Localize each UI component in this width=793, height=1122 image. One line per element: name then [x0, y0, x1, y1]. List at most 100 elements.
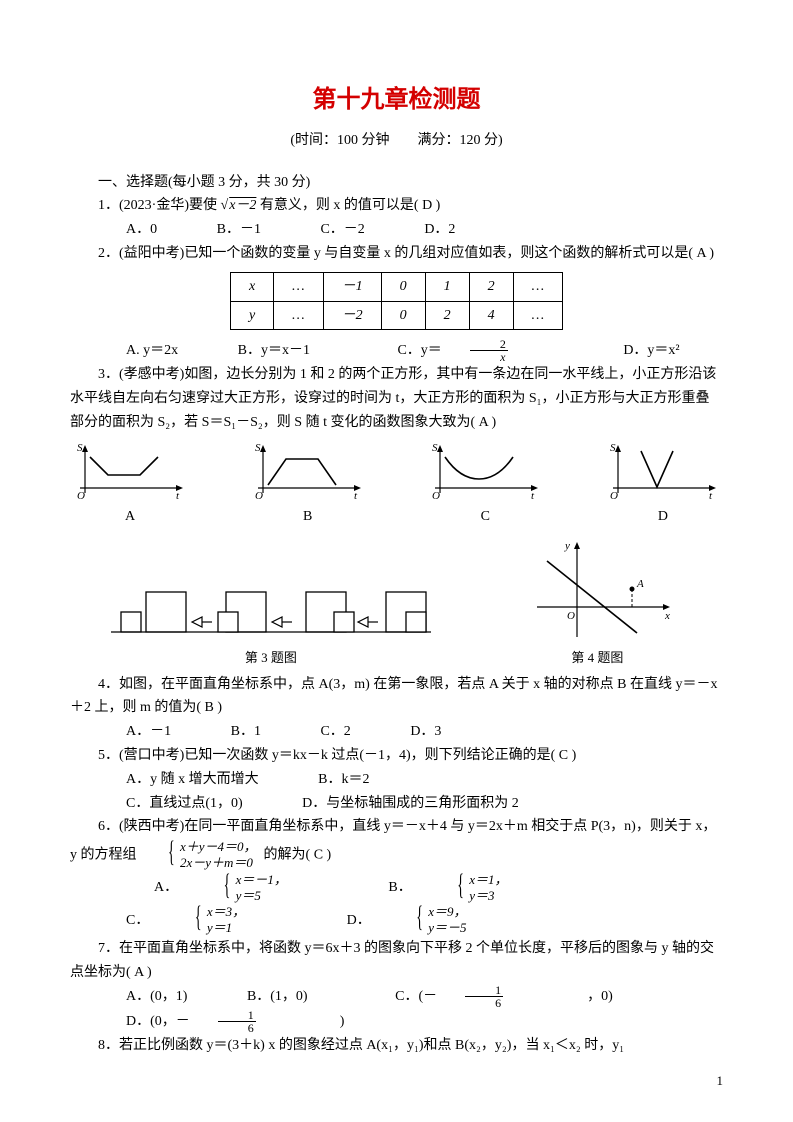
q2-cell: … [274, 301, 323, 330]
q5-opt-b: B．k＝2 [290, 768, 369, 792]
q4-opt-b: B．1 [203, 720, 261, 744]
q6-label-d: D． [319, 909, 371, 933]
q6-a-l2: y＝5 [208, 888, 287, 904]
q2-cell: 1 [425, 272, 469, 301]
table-row: x … －1 0 1 2 … [230, 272, 562, 301]
q7-options: A．(0，1) B．(1，0) C．(－16，0) D．(0，－16) [70, 984, 723, 1034]
q2-opt-b: B．y＝x－1 [210, 339, 310, 363]
q5-opt-c: C．直线过点(1，0) [98, 792, 243, 816]
svg-text:y: y [564, 540, 570, 552]
q4-opt-d: D．3 [382, 720, 441, 744]
svg-text:t: t [531, 490, 535, 502]
q3-fig-b: S t O B [248, 443, 368, 529]
q2-opt-d: D．y＝x² [595, 339, 679, 363]
page-title: 第十九章检测题 [70, 80, 723, 121]
q1-options: A．0 B．－1 C．－2 D．2 [70, 218, 723, 242]
q1-opt-a: A．0 [98, 218, 157, 242]
q2-opt-c-pre: C．y＝ [369, 339, 441, 363]
q2-table: x … －1 0 1 2 … y … －2 0 2 4 … [230, 272, 563, 331]
q1-stem-a: 1．(2023·金华)要使 [98, 198, 221, 213]
q7-opt-c: C．(－16，0) [339, 984, 641, 1009]
svg-text:O: O [255, 490, 263, 502]
q5-options-row1: A．y 随 x 增大而增大 B．k＝2 [70, 768, 723, 792]
q7-opt-d-pre: D．(0，－ [98, 1010, 190, 1034]
q2-cell: －2 [323, 301, 381, 330]
q2-cell: 0 [381, 301, 425, 330]
q7-c-den: 6 [465, 997, 503, 1009]
q2-opt-c-den: x [470, 351, 508, 363]
q1-stem-b: 有意义，则 x 的值可以是( D ) [260, 198, 440, 213]
q8-stem: 8．若正比例函数 y＝(3＋k) x 的图象经过点 A(x₁，y₁)和点 B(x… [70, 1034, 723, 1058]
q6-d-l2: y＝－5 [400, 920, 466, 936]
svg-text:S: S [610, 443, 616, 454]
q6-label-c: C． [98, 909, 149, 933]
q6-opt-a: A． x＝－1，y＝5 [98, 872, 315, 905]
axes-line-icon: x y O A [517, 537, 677, 647]
q2-stem: 2．(益阳中考)已知一个函数的变量 y 与自变量 x 的几组对应值如表，则这个函… [70, 242, 723, 266]
q2-cell: 4 [469, 301, 513, 330]
svg-text:O: O [610, 490, 618, 502]
q3-diagram: 第 3 题图 [70, 567, 472, 669]
q4-caption: 第 4 题图 [472, 647, 723, 669]
q4-stem: 4．如图，在平面直角坐标系中，点 A(3，m) 在第一象限，若点 A 关于 x … [70, 673, 723, 721]
svg-text:t: t [354, 490, 358, 502]
svg-text:S: S [432, 443, 438, 454]
q4-opt-c: C．2 [292, 720, 350, 744]
chart-b-icon: S t O [248, 443, 368, 503]
page-subtitle: (时间：100 分钟 满分：120 分) [70, 129, 723, 153]
chart-c-icon: S t O [425, 443, 545, 503]
svg-text:S: S [77, 443, 83, 454]
q4-options: A．－1 B．1 C．2 D．3 [70, 720, 723, 744]
q6-stem-b: 的解为( C ) [264, 848, 332, 863]
q6-eq1: x＋y－4＝0， [152, 839, 257, 855]
q3-q4-supplementary-figures: 第 3 题图 x y O A 第 4 题图 [70, 537, 723, 669]
q7-opt-c-pre: C．(－ [367, 985, 437, 1009]
q4-opt-a: A．－1 [98, 720, 171, 744]
q3-fig-d: S t O D [603, 443, 723, 529]
svg-text:O: O [432, 490, 440, 502]
q5-stem: 5．(营口中考)已知一次函数 y＝kx－k 过点(－1，4)，则下列结论正确的是… [70, 744, 723, 768]
q2-options: A. y＝2x B．y＝x－1 C．y＝2x D．y＝x² [70, 338, 723, 363]
q5-opt-a: A．y 随 x 增大而增大 [98, 768, 259, 792]
squares-diagram-icon [106, 567, 436, 647]
q4-diagram: x y O A 第 4 题图 [472, 537, 723, 669]
q6-b-l1: x＝1， [441, 872, 507, 888]
svg-text:O: O [567, 610, 575, 622]
q2-th-y: y [230, 301, 273, 330]
q2-opt-a: A. y＝2x [98, 339, 178, 363]
svg-text:A: A [636, 578, 644, 590]
q6-c-l1: x＝3， [179, 904, 245, 920]
svg-text:x: x [664, 610, 670, 622]
q7-d-den: 6 [218, 1022, 256, 1034]
q3-label-a: A [70, 505, 190, 529]
q5-opt-d: D．与坐标轴围成的三角形面积为 2 [274, 792, 519, 816]
q3-stem: 3．(孝感中考)如图，边长分别为 1 和 2 的两个正方形，其中有一条边在同一水… [70, 363, 723, 434]
q1-radicand: x－2 [228, 198, 256, 213]
q1-opt-b: B．－1 [189, 218, 261, 242]
table-row: y … －2 0 2 4 … [230, 301, 562, 330]
q2-cell: … [274, 272, 323, 301]
q3-fig-c: S t O C [425, 443, 545, 529]
q7-opt-a: A．(0，1) [98, 985, 187, 1009]
q6-opt-b: B． x＝1，y＝3 [332, 872, 535, 905]
q6-c-l2: y＝1 [179, 920, 245, 936]
q7-opt-c-post: ，0) [559, 985, 613, 1009]
q7-opt-d-post: ) [312, 1010, 345, 1034]
q2-cell: 0 [381, 272, 425, 301]
chart-d-icon: S t O [603, 443, 723, 503]
q2-cell: 2 [425, 301, 469, 330]
q3-label-d: D [603, 505, 723, 529]
q3-label-c: C [425, 505, 545, 529]
page-number: 1 [717, 1070, 724, 1092]
q1-opt-c: C．－2 [292, 218, 364, 242]
q2-th-x: x [230, 272, 273, 301]
svg-text:t: t [176, 490, 180, 502]
q7-opt-b: B．(1，0) [219, 985, 308, 1009]
chart-a-icon: S t O [70, 443, 190, 503]
q6-a-l1: x＝－1， [208, 872, 287, 888]
q1-stem: 1．(2023·金华)要使 √x－2 有意义，则 x 的值可以是( D ) [70, 194, 723, 218]
q6-opt-c: C． x＝3，y＝1 [70, 904, 273, 937]
q2-cell: 2 [469, 272, 513, 301]
q5-options-row2: C．直线过点(1，0) D．与坐标轴围成的三角形面积为 2 [70, 792, 723, 816]
q3-caption: 第 3 题图 [70, 647, 472, 669]
